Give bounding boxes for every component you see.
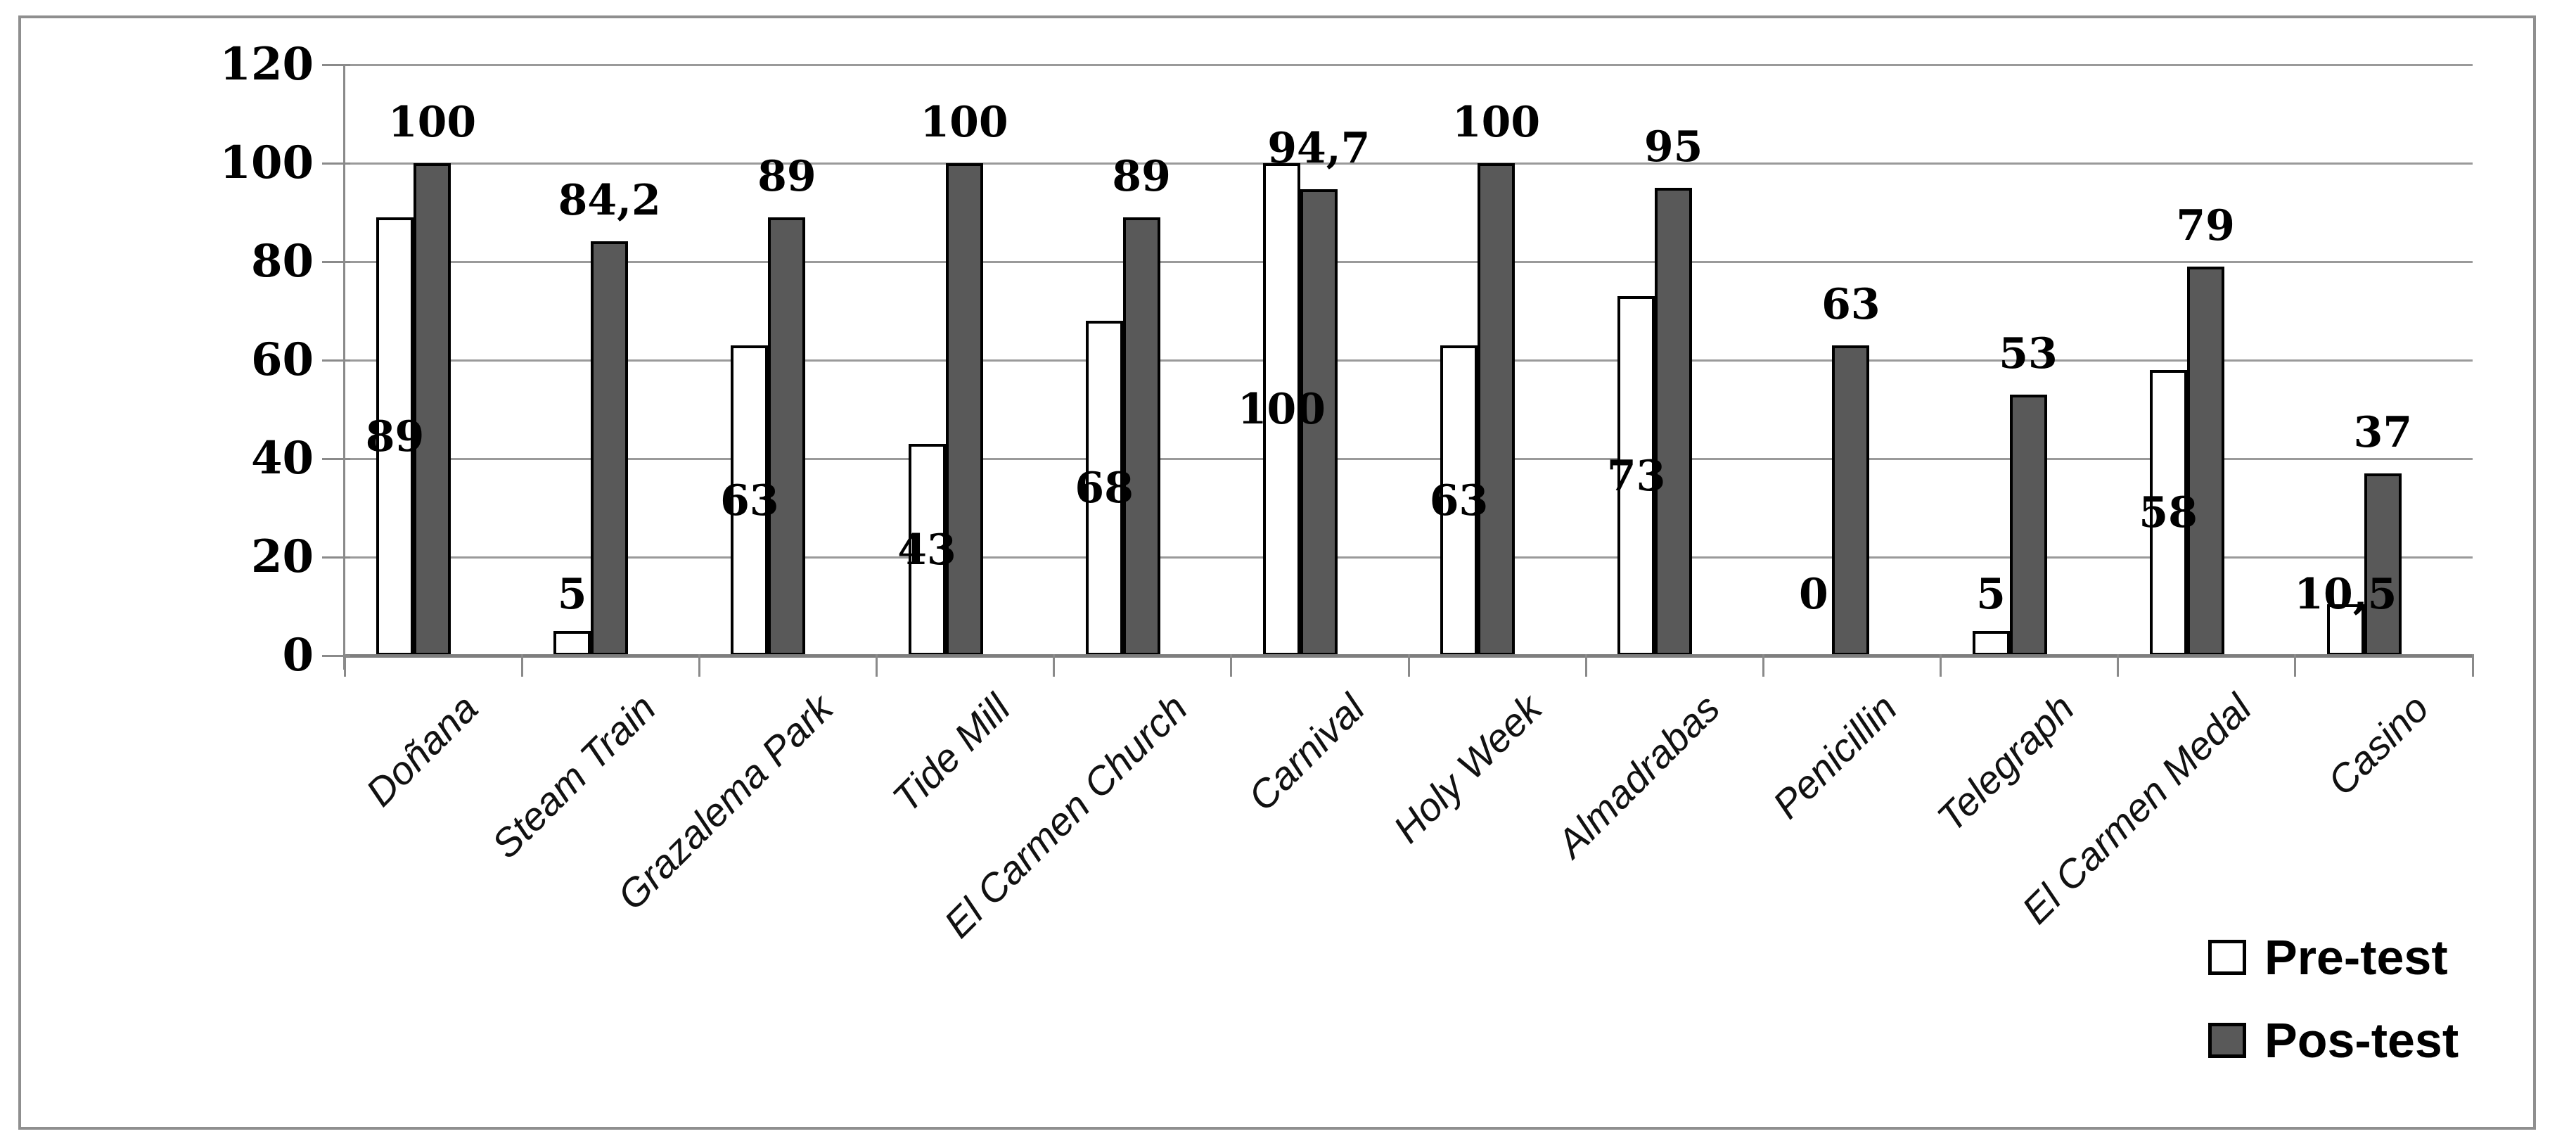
pos-test-value-label-5: 94,7 (1267, 124, 1371, 174)
pos-test-value-label-10: 79 (2176, 201, 2235, 250)
gridline-120 (345, 64, 2473, 66)
pre-test-bar-2 (731, 345, 769, 656)
y-tick-120 (322, 64, 350, 66)
pos-test-bar-5 (1300, 189, 1338, 656)
pre-test-value-label-9: 5 (1976, 569, 2006, 619)
x-tick-7 (1584, 654, 1587, 677)
pos-test-bar-4 (1122, 217, 1160, 656)
pre-test-value-label-1: 5 (557, 569, 587, 619)
pre-test-value-label-6: 63 (1429, 476, 1489, 525)
x-tick-9 (1940, 654, 1942, 677)
pre-test-bar-1 (553, 631, 591, 656)
x-tick-0 (343, 654, 346, 677)
y-tick-100 (322, 162, 350, 165)
pos-test-bar-10 (2186, 267, 2224, 656)
pos-test-bar-3 (945, 163, 983, 656)
pos-test-bar-8 (1832, 345, 1870, 656)
y-axis-label-80: 80 (250, 235, 314, 288)
x-tick-6 (1407, 654, 1410, 677)
pre-test-bar-0 (376, 217, 414, 656)
gridline-40 (345, 458, 2473, 460)
pos-test-value-label-1: 84,2 (558, 175, 661, 225)
pos-test-bar-9 (2009, 395, 2047, 656)
pre-test-value-label-2: 63 (720, 476, 779, 525)
pre-test-value-label-3: 43 (897, 525, 956, 575)
legend-label-pos-test: Pos-test (2264, 1013, 2459, 1068)
gridline-100 (345, 162, 2473, 165)
y-axis-label-60: 60 (250, 333, 314, 386)
pos-test-value-label-8: 63 (1821, 280, 1880, 329)
pre-test-bar-5 (1262, 163, 1300, 656)
x-tick-8 (1762, 654, 1764, 677)
category-label-7: Almadrabas (1547, 685, 1728, 866)
x-axis-category-labels: Doñana Steam Train Grazalema Park Tide Mill… (345, 685, 2473, 1135)
pre-test-value-label-4: 68 (1075, 464, 1134, 513)
y-tick-0 (322, 655, 350, 657)
pre-test-value-label-11: 10,5 (2294, 569, 2397, 619)
pre-test-value-label-0: 89 (365, 412, 425, 461)
y-axis-label-0: 0 (282, 629, 314, 682)
y-tick-80 (322, 261, 350, 263)
pos-test-bar-2 (768, 217, 806, 656)
pos-test-value-label-11: 37 (2353, 408, 2413, 457)
plot-area: 89 100 5 84,2 63 89 43 100 68 89 100 94,7 63 100 73 95 0… (345, 64, 2473, 656)
pre-test-value-label-10: 58 (2139, 488, 2198, 537)
x-tick-1 (520, 654, 523, 677)
pos-test-value-label-0: 100 (387, 98, 477, 147)
pre-test-value-label-5: 100 (1237, 385, 1326, 434)
y-axis-label-20: 20 (250, 530, 314, 583)
x-tick-3 (876, 654, 878, 677)
gridline-80 (345, 261, 2473, 263)
pre-test-bar-11 (2326, 604, 2364, 656)
pos-test-value-label-7: 95 (1643, 122, 1703, 172)
category-label-8: Penicillin (1764, 685, 1905, 827)
x-tick-12 (2471, 654, 2474, 677)
pos-test-bar-7 (1655, 188, 1693, 656)
legend-swatch-pos-test (2208, 1023, 2246, 1058)
y-tick-60 (322, 359, 350, 362)
y-axis-label-40: 40 (250, 432, 314, 485)
pre-test-bar-7 (1617, 296, 1655, 656)
pos-test-value-label-6: 100 (1452, 98, 1541, 147)
x-tick-10 (2117, 654, 2120, 677)
category-label-3: Tide Mill (883, 685, 1019, 821)
x-tick-2 (698, 654, 700, 677)
pos-test-bar-1 (591, 241, 629, 656)
y-axis-line (343, 65, 345, 670)
gridline-60 (345, 359, 2473, 362)
y-tick-20 (322, 556, 350, 559)
legend-label-pre-test: Pre-test (2264, 930, 2448, 985)
x-tick-5 (1230, 654, 1233, 677)
pos-test-value-label-3: 100 (920, 98, 1008, 147)
pos-test-value-label-4: 89 (1112, 152, 1171, 201)
pre-test-bar-4 (1085, 321, 1123, 656)
legend-swatch-pre-test (2208, 940, 2246, 975)
pre-test-bar-10 (2149, 370, 2187, 656)
pre-test-bar-6 (1440, 345, 1478, 656)
pre-test-bar-3 (908, 444, 946, 656)
pre-test-value-label-8: 0 (1798, 569, 1828, 619)
pos-test-value-label-2: 89 (757, 152, 816, 201)
pos-test-bar-6 (1478, 163, 1515, 656)
pre-test-bar-9 (1972, 631, 2010, 656)
x-tick-4 (1053, 654, 1056, 677)
y-axis-label-100: 100 (219, 136, 314, 189)
category-label-0: Doñana (357, 685, 487, 815)
pre-test-value-label-7: 73 (1606, 451, 1666, 501)
category-label-5: Carnival (1239, 685, 1373, 819)
category-label-1: Steam Train (482, 685, 664, 867)
category-label-11: Casino (2319, 685, 2437, 804)
pos-test-bar-11 (2364, 473, 2402, 656)
x-tick-11 (2294, 654, 2297, 677)
y-axis-label-120: 120 (219, 38, 314, 91)
category-label-9: Telegraph (1928, 685, 2083, 840)
y-tick-40 (322, 458, 350, 460)
pos-test-value-label-9: 53 (1999, 329, 2058, 378)
legend-entry-pos-test: Pos-test (2208, 1016, 2459, 1065)
legend-entry-pre-test: Pre-test (2208, 933, 2448, 982)
gridline-20 (345, 556, 2473, 559)
category-label-6: Holy Week (1385, 685, 1551, 851)
